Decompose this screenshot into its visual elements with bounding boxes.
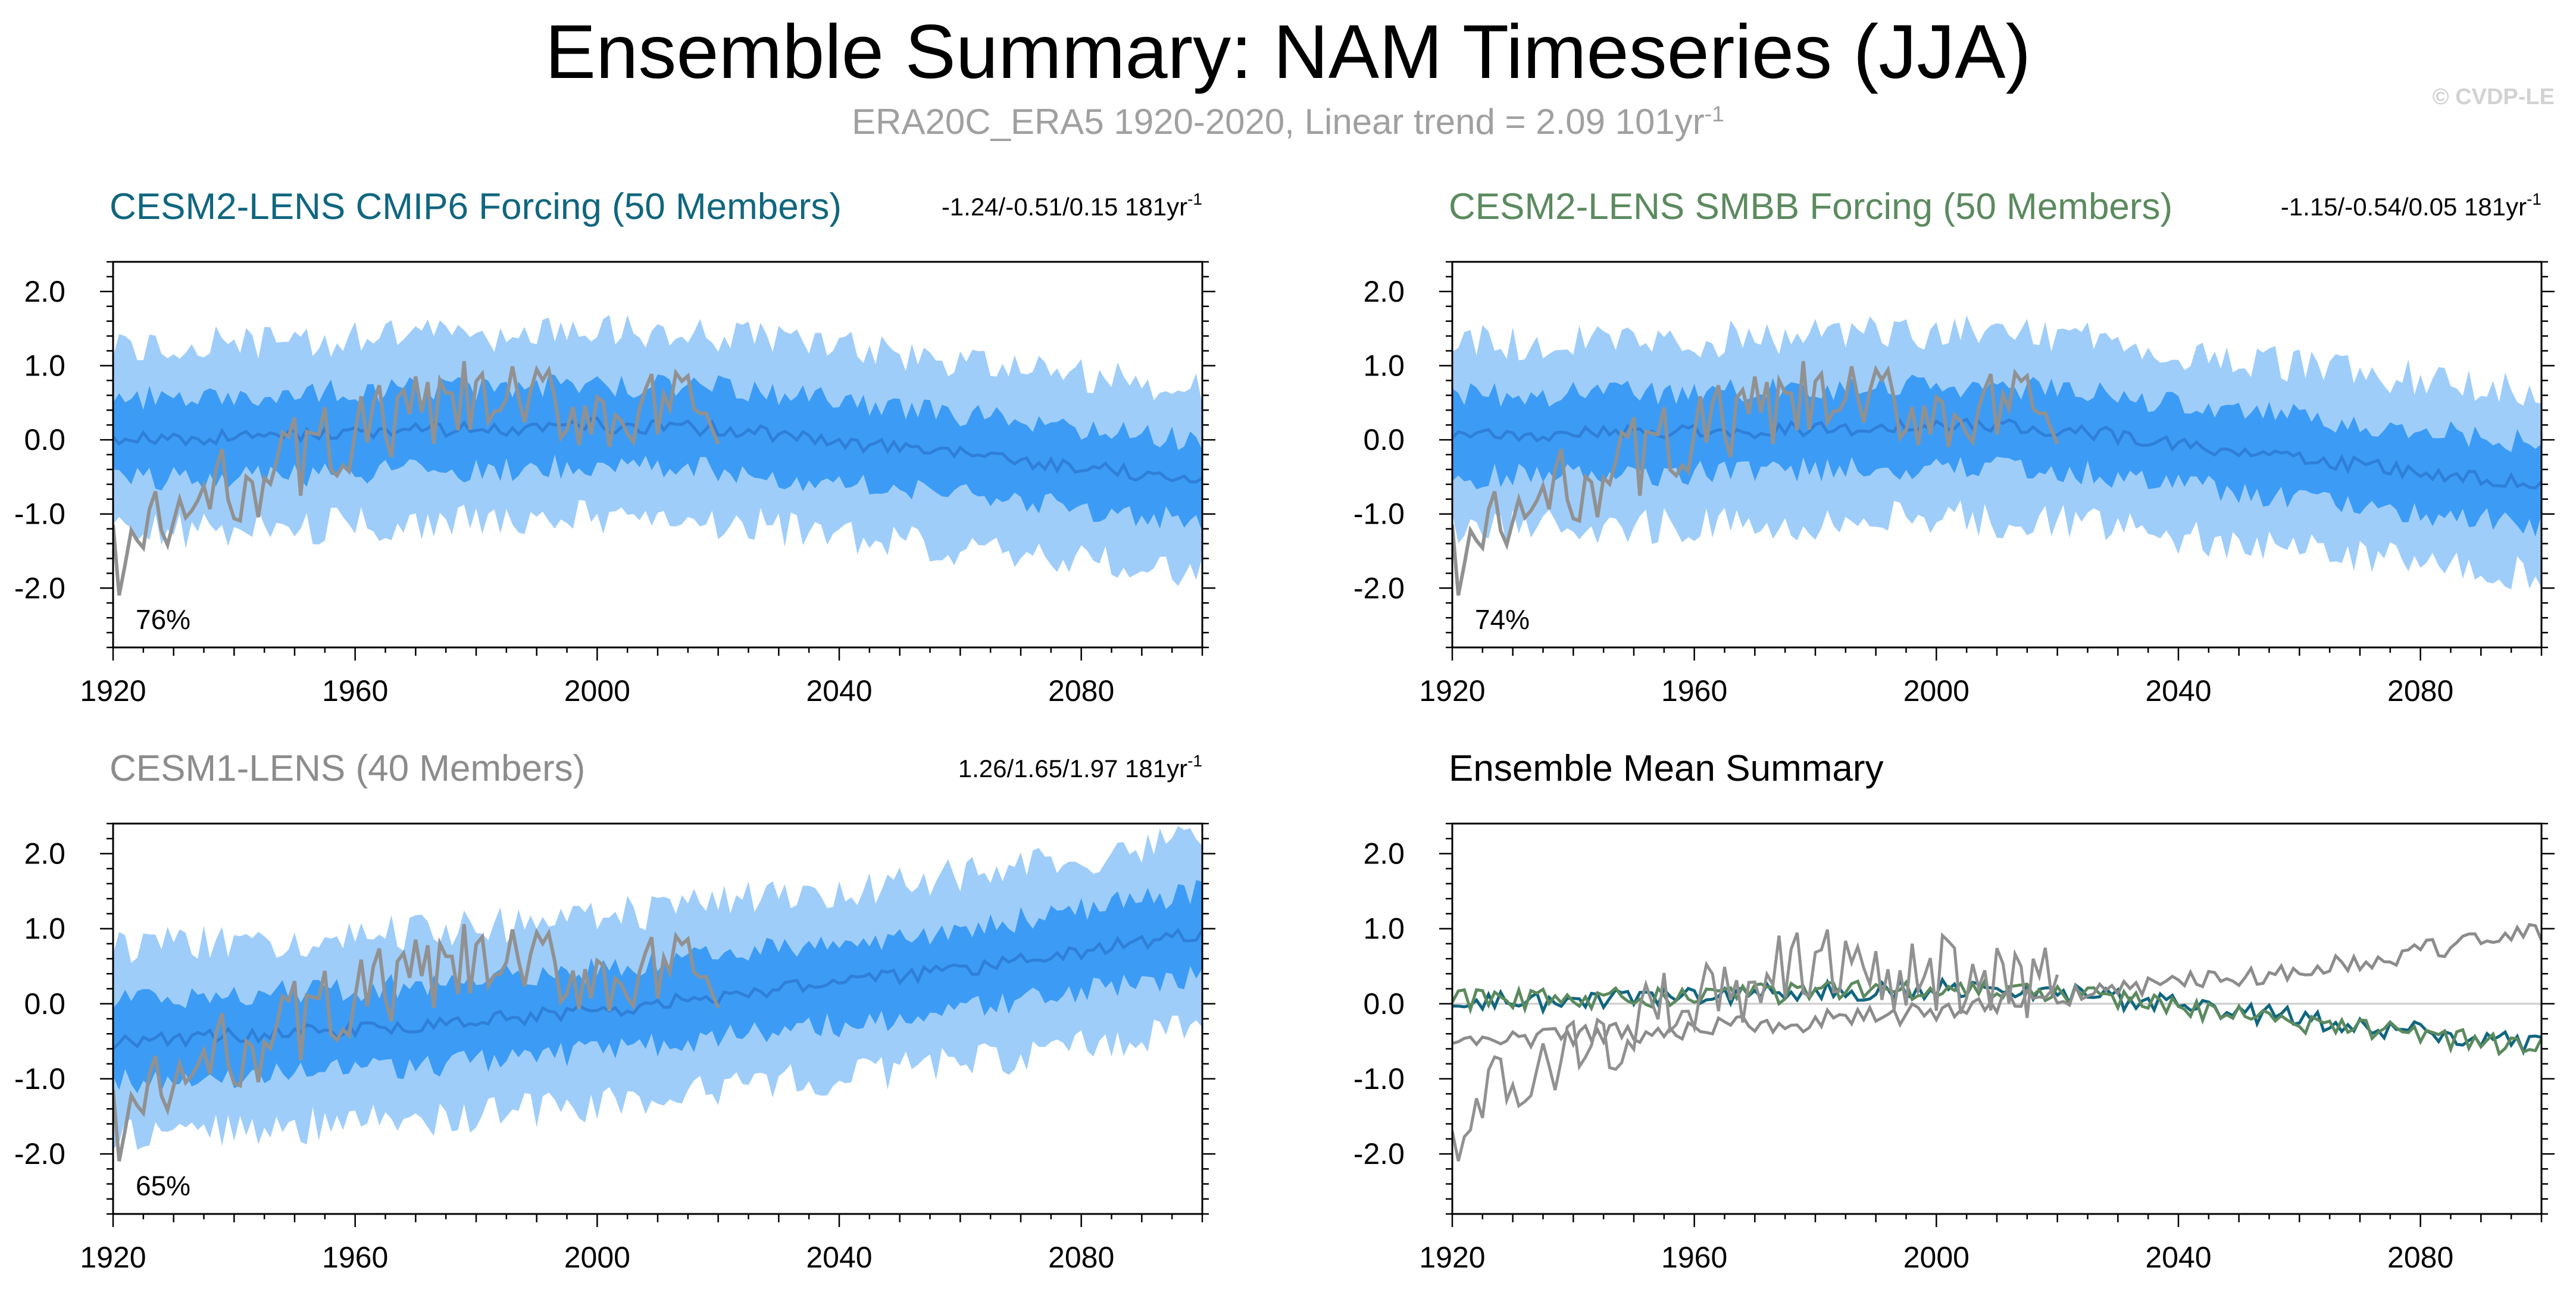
x-tick-label: 2080 bbox=[1048, 1241, 1114, 1274]
plot-area bbox=[1452, 923, 2541, 1162]
cesm1_mean-line bbox=[1452, 923, 2541, 1050]
x-tick-label: 2000 bbox=[564, 674, 630, 708]
trend-stats-text: 1.26/1.65/1.97 181yr bbox=[958, 755, 1187, 783]
y-tick-label: 1.0 bbox=[1363, 912, 1405, 946]
x-tick-label: 1960 bbox=[1661, 1241, 1727, 1274]
y-tick-label: 0.0 bbox=[24, 423, 65, 456]
y-tick-label: 2.0 bbox=[24, 275, 65, 308]
trend-stats: -1.24/-0.51/0.15 181yr-1 bbox=[942, 190, 1202, 221]
x-tick-label: 1960 bbox=[322, 674, 388, 708]
y-tick-label: 2.0 bbox=[1363, 275, 1405, 308]
y-tick-label: 2.0 bbox=[24, 837, 65, 870]
x-tick-label: 1920 bbox=[80, 1241, 146, 1274]
y-tick-label: -1.0 bbox=[14, 1062, 65, 1096]
x-tick-label: 2000 bbox=[1903, 1241, 1969, 1274]
plot-area bbox=[113, 315, 1202, 596]
x-tick-label: 2080 bbox=[1048, 674, 1114, 708]
x-tick-label: 2000 bbox=[564, 1241, 630, 1274]
x-tick-label: 2040 bbox=[2145, 1241, 2211, 1274]
trend-stats-exponent: -1 bbox=[1187, 190, 1202, 208]
chart-panel-4: 1920 1960 2000 2040 2080 -2.0 -1.0 0.0 1.0 2.0 Ens… bbox=[1353, 748, 2555, 1274]
y-tick-label: 1.0 bbox=[24, 912, 65, 946]
panel-title: CESM2-LENS SMBB Forcing (50 Members) bbox=[1449, 186, 2172, 227]
chart-panel-3: 1920 1960 2000 2040 2080 -2.0 -1.0 0.0 1.0 2.0 CES… bbox=[14, 748, 1215, 1274]
panel-title: CESM1-LENS (40 Members) bbox=[110, 748, 585, 789]
figure-subtitle: ERA20C_ERA5 1920-2020, Linear trend = 2.… bbox=[0, 101, 2576, 142]
figure-title: Ensemble Summary: NAM Timeseries (JJA) bbox=[545, 10, 2031, 95]
y-tick-label: 0.0 bbox=[1363, 987, 1405, 1021]
x-tick-label: 2040 bbox=[806, 1241, 872, 1274]
observations-line bbox=[113, 361, 720, 596]
figure-subtitle-exponent: -1 bbox=[1704, 101, 1724, 126]
observations-line bbox=[1452, 929, 2059, 1162]
y-tick-label: 2.0 bbox=[1363, 837, 1405, 870]
x-tick-label: 1960 bbox=[1661, 674, 1727, 708]
y-tick-label: -1.0 bbox=[14, 497, 65, 531]
chart-panel-2: 1920 1960 2000 2040 2080 -2.0 -1.0 0.0 1.0 2.0 CES… bbox=[1353, 186, 2555, 708]
trend-stats-text: -1.15/-0.54/0.05 181yr bbox=[2281, 193, 2527, 221]
observations-line bbox=[1452, 361, 2059, 596]
x-tick-label: 1920 bbox=[80, 674, 146, 708]
x-tick-label: 2040 bbox=[806, 674, 872, 708]
trend-stats-exponent: -1 bbox=[1187, 752, 1202, 770]
x-tick-label: 1920 bbox=[1419, 1241, 1485, 1274]
y-tick-label: -1.0 bbox=[1353, 497, 1405, 531]
plot-area bbox=[1452, 315, 2541, 596]
x-tick-label: 1960 bbox=[322, 1241, 388, 1274]
y-tick-label: -2.0 bbox=[1353, 571, 1405, 605]
panel-frame bbox=[1451, 822, 2543, 1215]
y-tick-label: 0.0 bbox=[24, 987, 65, 1021]
inner-spread-band bbox=[113, 374, 1202, 532]
y-tick-label: 1.0 bbox=[24, 349, 65, 382]
y-tick-label: -2.0 bbox=[14, 571, 65, 605]
y-tick-label: 1.0 bbox=[1363, 349, 1405, 382]
observations-line bbox=[113, 924, 720, 1162]
trend-stats: 1.26/1.65/1.97 181yr-1 bbox=[958, 752, 1202, 783]
figure-subtitle-text: ERA20C_ERA5 1920-2020, Linear trend = 2.… bbox=[852, 102, 1705, 142]
y-tick-label: -2.0 bbox=[1353, 1137, 1405, 1171]
y-tick-label: 0.0 bbox=[1363, 423, 1405, 456]
panel-title: Ensemble Mean Summary bbox=[1449, 748, 1884, 789]
smbb_mean-line bbox=[1452, 977, 2541, 1057]
y-tick-label: -2.0 bbox=[14, 1137, 65, 1171]
inner-spread-band bbox=[1452, 374, 2541, 537]
x-tick-label: 2080 bbox=[2387, 674, 2453, 708]
panel-title: CESM2-LENS CMIP6 Forcing (50 Members) bbox=[110, 186, 842, 227]
trend-stats-text: -1.24/-0.51/0.15 181yr bbox=[942, 193, 1187, 221]
plot-area bbox=[113, 826, 1202, 1162]
y-tick-label: -1.0 bbox=[1353, 1062, 1405, 1096]
x-tick-label: 2040 bbox=[2145, 674, 2211, 708]
percent-label: 74% bbox=[1475, 604, 1530, 635]
x-tick-label: 2080 bbox=[2387, 1241, 2453, 1274]
trend-stats-exponent: -1 bbox=[2527, 190, 2541, 208]
percent-label: 65% bbox=[136, 1170, 190, 1201]
cvdp-watermark: © CVDP-LE bbox=[2432, 85, 2555, 109]
x-tick-label: 2000 bbox=[1903, 674, 1969, 708]
percent-label: 76% bbox=[136, 604, 190, 635]
ensemble-mean-line bbox=[113, 928, 1202, 1050]
trend-stats: -1.15/-0.54/0.05 181yr-1 bbox=[2281, 190, 2541, 221]
x-tick-label: 1920 bbox=[1419, 674, 1485, 708]
chart-panel-1: 1920 1960 2000 2040 2080 -2.0 -1.0 0.0 1.0 2.0 CES… bbox=[14, 186, 1215, 708]
